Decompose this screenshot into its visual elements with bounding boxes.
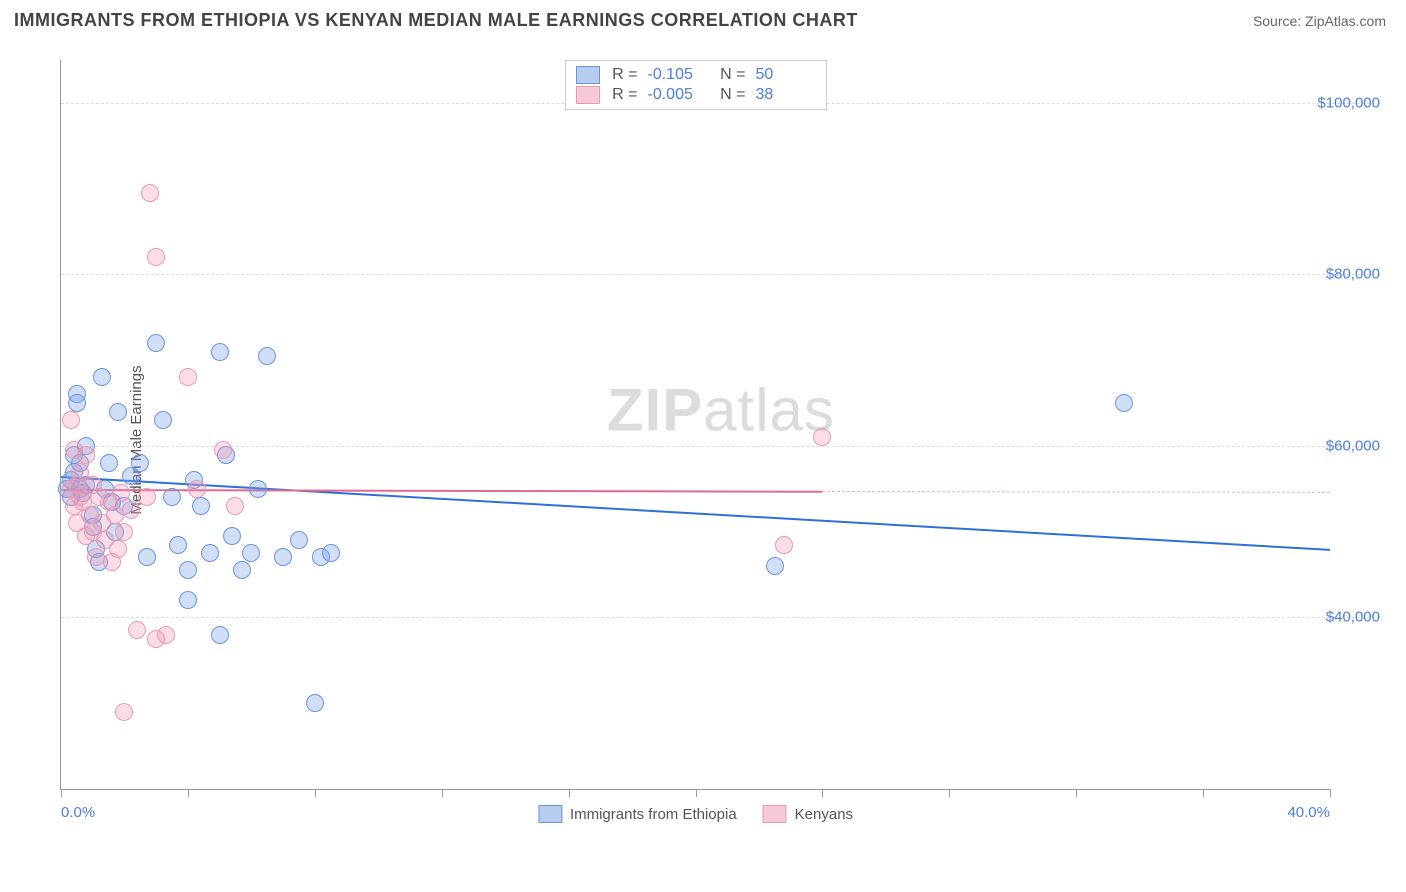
ytick-label: $60,000 (1320, 437, 1380, 454)
data-point (147, 334, 165, 352)
legend-series-name: Kenyans (795, 806, 853, 823)
xtick (442, 789, 443, 797)
data-point (201, 544, 219, 562)
xtick (1330, 789, 1331, 797)
legend-stats: R = -0.105 N = 50 R = -0.005 N = 38 (565, 60, 827, 110)
data-point (211, 626, 229, 644)
data-point (62, 411, 80, 429)
watermark: ZIPatlas (607, 375, 835, 444)
data-point (258, 347, 276, 365)
data-point (128, 621, 146, 639)
legend-swatch (538, 805, 562, 823)
data-point (233, 561, 251, 579)
chart-title: IMMIGRANTS FROM ETHIOPIA VS KENYAN MEDIA… (14, 10, 858, 31)
legend-n-value: 38 (756, 86, 816, 104)
gridline-h (61, 446, 1380, 447)
xtick (696, 789, 697, 797)
legend-stats-row: R = -0.105 N = 50 (576, 65, 816, 85)
data-point (147, 248, 165, 266)
data-point (179, 591, 197, 609)
source-name: ZipAtlas.com (1305, 13, 1386, 29)
data-point (306, 694, 324, 712)
data-point (211, 343, 229, 361)
legend-item: Immigrants from Ethiopia (538, 805, 737, 823)
xtick-label: 0.0% (61, 804, 95, 821)
gridline-h (61, 617, 1380, 618)
xtick (315, 789, 316, 797)
data-point (290, 531, 308, 549)
data-point (226, 497, 244, 515)
xtick (1076, 789, 1077, 797)
data-point (122, 501, 140, 519)
data-point (775, 536, 793, 554)
legend-swatch (763, 805, 787, 823)
data-point (163, 488, 181, 506)
legend-r-label: R = (610, 66, 638, 84)
source-label: Source: (1253, 13, 1305, 29)
data-point (249, 480, 267, 498)
data-point (138, 548, 156, 566)
legend-swatch (576, 66, 600, 84)
data-point (192, 497, 210, 515)
data-point (77, 446, 95, 464)
legend-n-value: 50 (756, 66, 816, 84)
ytick-label: $40,000 (1320, 609, 1380, 626)
xtick (61, 789, 62, 797)
data-point (93, 368, 111, 386)
data-point (179, 561, 197, 579)
xtick (822, 789, 823, 797)
data-point (100, 454, 118, 472)
legend-item: Kenyans (763, 805, 853, 823)
legend-stats-row: R = -0.005 N = 38 (576, 85, 816, 105)
data-point (179, 368, 197, 386)
data-point (223, 527, 241, 545)
xtick (188, 789, 189, 797)
data-point (169, 536, 187, 554)
data-point (68, 394, 86, 412)
data-point (138, 488, 156, 506)
trend-line (822, 491, 1330, 493)
gridline-h (61, 274, 1380, 275)
watermark-zip: ZIP (607, 376, 703, 443)
data-point (154, 411, 172, 429)
legend-n-label: N = (718, 66, 746, 84)
xtick (569, 789, 570, 797)
data-point (188, 480, 206, 498)
xtick (1203, 789, 1204, 797)
data-point (1115, 394, 1133, 412)
legend-r-value: -0.005 (648, 86, 708, 104)
legend-series-name: Immigrants from Ethiopia (570, 806, 737, 823)
legend-r-value: -0.105 (648, 66, 708, 84)
legend-n-label: N = (718, 86, 746, 104)
data-point (141, 184, 159, 202)
data-point (109, 403, 127, 421)
data-point (115, 523, 133, 541)
data-point (242, 544, 260, 562)
data-point (766, 557, 784, 575)
legend-series: Immigrants from Ethiopia Kenyans (538, 805, 853, 823)
plot-area: ZIPatlas R = -0.105 N = 50 R = -0.005 N … (60, 60, 1330, 790)
scatter-plot: Median Male Earnings ZIPatlas R = -0.105… (50, 50, 1380, 830)
legend-r-label: R = (610, 86, 638, 104)
data-point (274, 548, 292, 566)
data-point (131, 454, 149, 472)
data-point (115, 703, 133, 721)
ytick-label: $100,000 (1311, 94, 1380, 111)
data-point (322, 544, 340, 562)
data-point (112, 484, 130, 502)
source-attribution: Source: ZipAtlas.com (1253, 13, 1386, 29)
ytick-label: $80,000 (1320, 266, 1380, 283)
data-point (109, 540, 127, 558)
xtick (949, 789, 950, 797)
legend-swatch (576, 86, 600, 104)
data-point (157, 626, 175, 644)
data-point (813, 428, 831, 446)
data-point (214, 441, 232, 459)
xtick-label: 40.0% (1287, 804, 1330, 821)
